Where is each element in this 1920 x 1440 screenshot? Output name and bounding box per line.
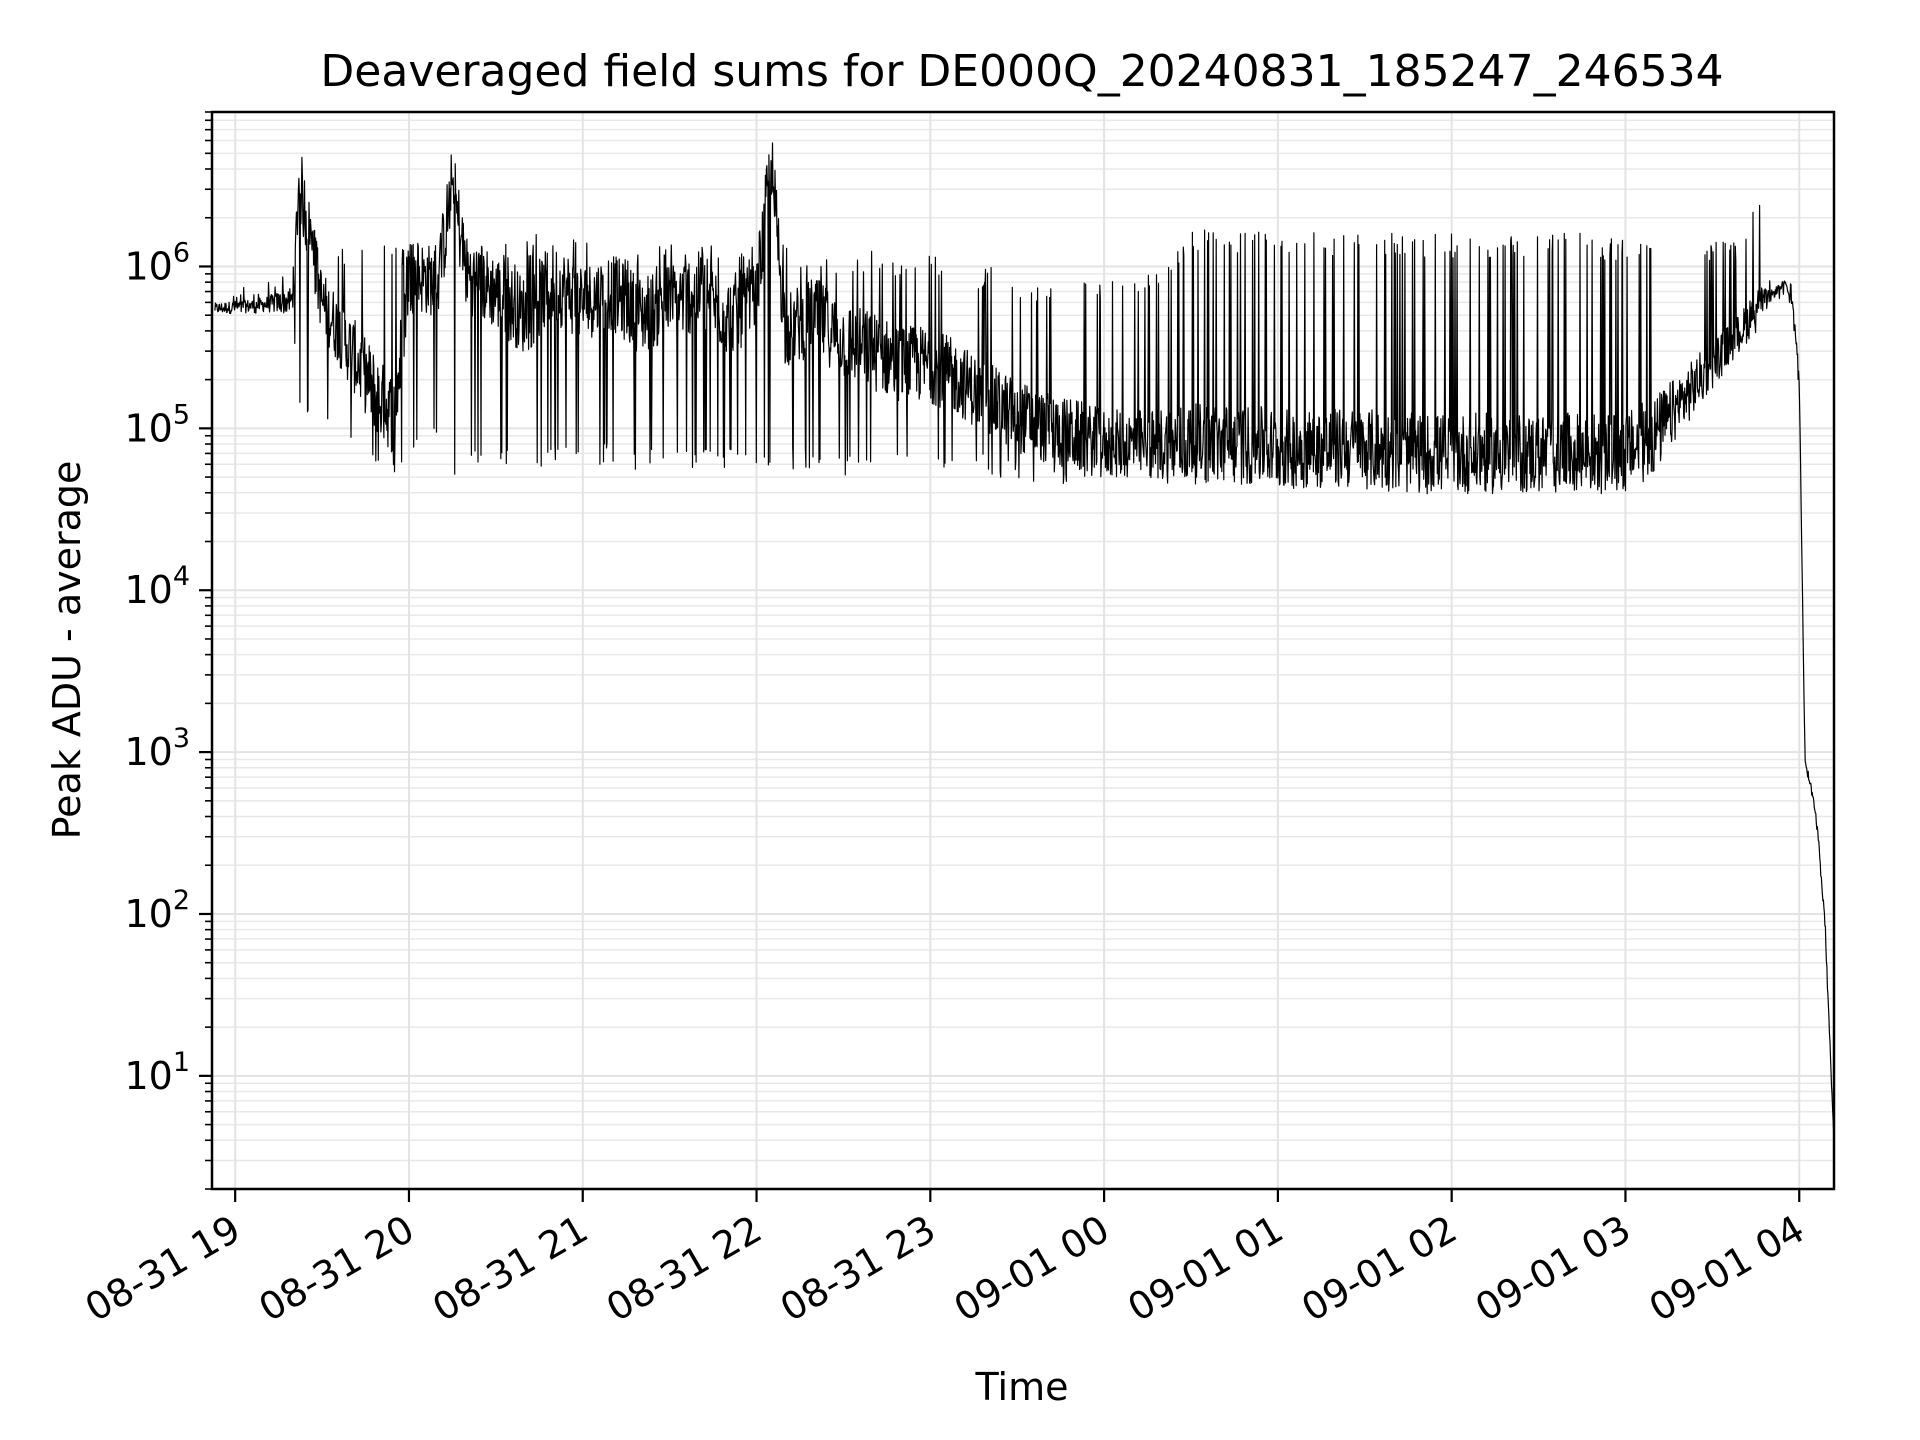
x-tick-label: 08-31 22 [599, 1207, 769, 1331]
x-tick-label: 08-31 20 [251, 1207, 421, 1331]
y-tick-label: 101 [124, 1047, 190, 1098]
y-tick-label: 106 [124, 237, 190, 288]
x-tick-label: 09-01 04 [1642, 1207, 1812, 1331]
plot-frame [210, 110, 1836, 1191]
x-axis-ticks: 08-31 19 08-31 20 08-31 21 08-31 22 08-31 23… [78, 1189, 1812, 1330]
y-tick-label: 102 [124, 885, 190, 936]
chart-title: Deaveraged field sums for DE000Q_2024083… [320, 46, 1723, 97]
x-tick-label: 09-01 00 [947, 1207, 1117, 1331]
x-axis-label: Time [975, 1365, 1069, 1409]
series-line [214, 142, 1835, 1141]
x-tick-label: 08-31 21 [425, 1207, 595, 1331]
x-tick-label: 09-01 02 [1294, 1207, 1464, 1331]
x-tick-label: 08-31 23 [773, 1207, 943, 1331]
x-tick-label: 09-01 03 [1468, 1207, 1638, 1331]
y-tick-label: 105 [124, 399, 190, 450]
y-axis-ticks: 101 102 103 104 105 106 [124, 111, 212, 1190]
y-tick-label: 103 [124, 723, 190, 774]
y-tick-label: 104 [124, 561, 190, 612]
y-axis-label: Peak ADU - average [45, 461, 89, 840]
x-tick-label: 08-31 19 [78, 1207, 248, 1331]
x-tick-label: 09-01 01 [1120, 1207, 1290, 1331]
